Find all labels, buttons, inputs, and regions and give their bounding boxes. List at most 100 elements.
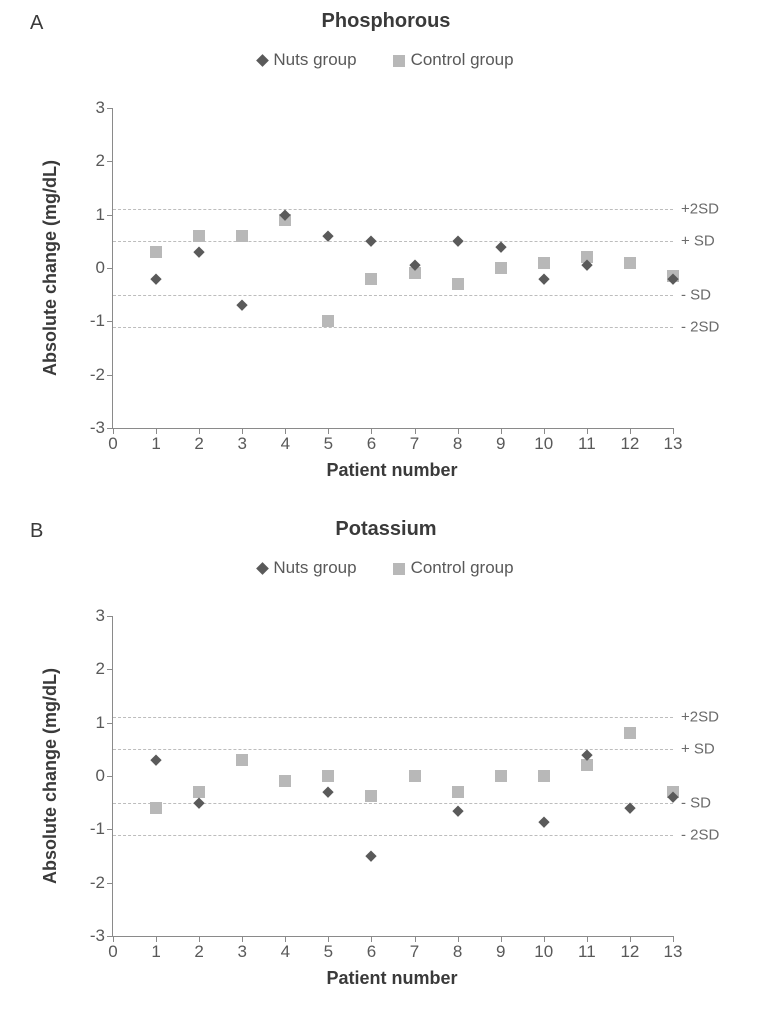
sd-label: - 2SD xyxy=(681,826,719,843)
y-tick-label: 0 xyxy=(75,766,105,786)
x-tick-label: 3 xyxy=(237,942,246,962)
y-tick-label: -3 xyxy=(75,926,105,946)
data-point-control xyxy=(150,246,162,258)
data-point-nuts xyxy=(151,273,162,284)
legend-item-control: Control group xyxy=(393,558,514,578)
y-tick xyxy=(107,669,113,670)
x-tick-label: 7 xyxy=(410,434,419,454)
data-point-control xyxy=(236,230,248,242)
y-tick xyxy=(107,215,113,216)
sd-label: +2SD xyxy=(681,709,719,726)
data-point-control xyxy=(495,262,507,274)
data-point-control xyxy=(409,770,421,782)
data-point-nuts xyxy=(237,300,248,311)
sd-line xyxy=(113,835,673,836)
data-point-control xyxy=(581,759,593,771)
x-tick-label: 4 xyxy=(281,434,290,454)
data-point-nuts xyxy=(194,247,205,258)
data-point-control xyxy=(452,786,464,798)
x-tick-label: 12 xyxy=(620,434,639,454)
y-tick-label: 1 xyxy=(75,713,105,733)
y-tick xyxy=(107,829,113,830)
data-point-nuts xyxy=(495,241,506,252)
data-point-control xyxy=(452,278,464,290)
legend-item-nuts: Nuts group xyxy=(258,558,356,578)
x-axis-label: Patient number xyxy=(112,968,672,989)
panel-B: BPotassiumNuts groupControl group-3-2-10… xyxy=(0,508,772,1017)
legend-item-nuts: Nuts group xyxy=(258,50,356,70)
x-tick-label: 1 xyxy=(151,434,160,454)
x-tick-label: 12 xyxy=(620,942,639,962)
x-tick-label: 8 xyxy=(453,434,462,454)
y-tick-label: 3 xyxy=(75,606,105,626)
x-tick-label: 0 xyxy=(108,434,117,454)
data-point-nuts xyxy=(151,755,162,766)
data-point-control xyxy=(538,257,550,269)
data-point-nuts xyxy=(538,273,549,284)
legend-label: Control group xyxy=(411,50,514,69)
sd-line xyxy=(113,717,673,718)
legend: Nuts group Control group xyxy=(0,50,772,70)
y-tick xyxy=(107,321,113,322)
plot-area: -3-2-10123012345678910111213+2SD+ SD- SD… xyxy=(112,616,673,937)
sd-label: +2SD xyxy=(681,201,719,218)
x-tick-label: 11 xyxy=(578,434,596,454)
y-tick-label: 0 xyxy=(75,258,105,278)
data-point-control xyxy=(150,802,162,814)
data-point-nuts xyxy=(624,803,635,814)
x-tick-label: 13 xyxy=(664,434,683,454)
sd-label: - 2SD xyxy=(681,318,719,335)
data-point-control xyxy=(193,786,205,798)
y-tick xyxy=(107,776,113,777)
x-axis-label: Patient number xyxy=(112,460,672,481)
y-tick xyxy=(107,616,113,617)
x-tick-label: 10 xyxy=(534,942,553,962)
x-tick-label: 0 xyxy=(108,942,117,962)
chart-title: Potassium xyxy=(0,518,772,541)
y-tick-label: 2 xyxy=(75,659,105,679)
x-tick-label: 10 xyxy=(534,434,553,454)
legend-label: Nuts group xyxy=(273,558,356,577)
x-tick-label: 9 xyxy=(496,434,505,454)
x-tick-label: 4 xyxy=(281,942,290,962)
x-tick-label: 3 xyxy=(237,434,246,454)
sd-line xyxy=(113,749,673,750)
data-point-control xyxy=(624,257,636,269)
figure: APhosphorousNuts groupControl group-3-2-… xyxy=(0,0,772,1017)
y-tick xyxy=(107,723,113,724)
sd-line xyxy=(113,209,673,210)
data-point-control xyxy=(236,754,248,766)
y-axis-label: Absolute change (mg/dL) xyxy=(40,160,61,376)
legend-label: Control group xyxy=(411,558,514,577)
chart-title: Phosphorous xyxy=(0,10,772,33)
y-tick-label: -2 xyxy=(75,365,105,385)
y-tick-label: -2 xyxy=(75,873,105,893)
x-tick-label: 8 xyxy=(453,942,462,962)
y-tick-label: -3 xyxy=(75,418,105,438)
data-point-control xyxy=(322,770,334,782)
x-tick-label: 9 xyxy=(496,942,505,962)
x-tick-label: 5 xyxy=(324,434,333,454)
y-axis-label: Absolute change (mg/dL) xyxy=(40,668,61,884)
data-point-nuts xyxy=(538,817,549,828)
data-point-nuts xyxy=(323,231,334,242)
data-point-nuts xyxy=(452,236,463,247)
x-tick-label: 11 xyxy=(578,942,596,962)
data-point-nuts xyxy=(452,805,463,816)
legend-marker-control xyxy=(393,55,405,67)
data-point-control xyxy=(365,273,377,285)
sd-label: - SD xyxy=(681,794,711,811)
x-tick-label: 1 xyxy=(151,942,160,962)
data-point-nuts xyxy=(194,797,205,808)
data-point-control xyxy=(538,770,550,782)
y-tick xyxy=(107,161,113,162)
legend-marker-nuts xyxy=(257,54,270,67)
x-tick-label: 7 xyxy=(410,942,419,962)
panel-A: APhosphorousNuts groupControl group-3-2-… xyxy=(0,0,772,508)
sd-line xyxy=(113,327,673,328)
x-tick-label: 6 xyxy=(367,942,376,962)
data-point-control xyxy=(365,790,377,802)
legend-marker-nuts xyxy=(257,562,270,575)
y-tick-label: -1 xyxy=(75,819,105,839)
data-point-nuts xyxy=(366,851,377,862)
